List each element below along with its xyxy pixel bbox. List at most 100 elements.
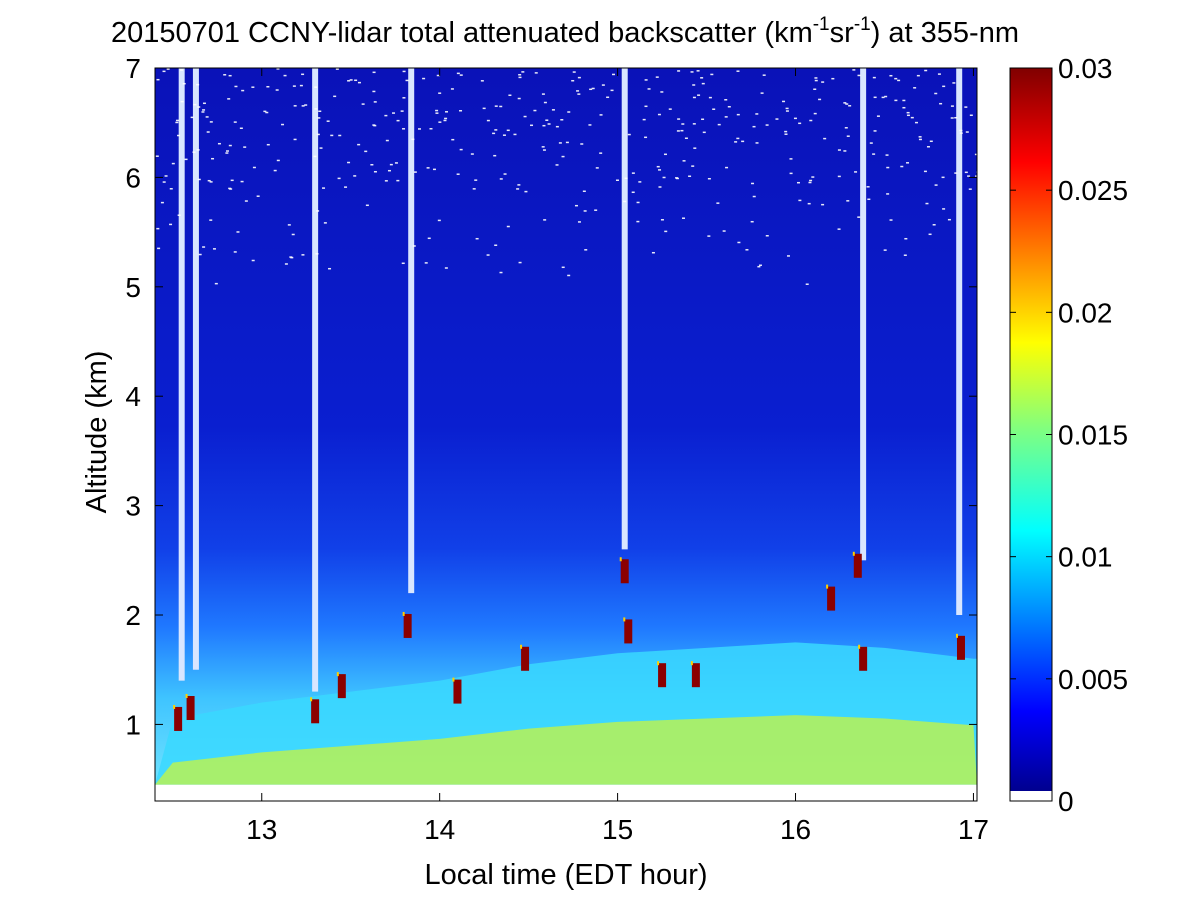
cloud-mark (827, 586, 836, 611)
noise-pixel (638, 181, 642, 183)
cloud-edge (336, 672, 339, 677)
noise-pixel (867, 198, 871, 201)
noise-pixel (664, 230, 668, 233)
noise-pixel (169, 188, 173, 190)
noise-pixel (164, 175, 168, 177)
noise-pixel (357, 143, 361, 146)
noise-pixel (914, 121, 918, 124)
colorbar-tick-label: 0.025 (1058, 175, 1128, 206)
noise-pixel (456, 72, 460, 75)
noise-pixel (239, 127, 243, 129)
noise-pixel (588, 124, 592, 126)
noise-pixel (545, 119, 549, 121)
noise-pixel (275, 89, 279, 91)
noise-pixel (657, 113, 661, 116)
noise-pixel (347, 161, 351, 164)
noise-pixel (486, 254, 490, 256)
noise-pixel (624, 177, 628, 180)
noise-pixel (209, 219, 213, 221)
noise-pixel (474, 179, 478, 181)
noise-pixel (809, 179, 813, 182)
noise-pixel (894, 99, 898, 102)
cloud-edge (520, 644, 523, 649)
noise-pixel (584, 249, 588, 251)
noise-pixel (240, 180, 244, 183)
noise-pixel (444, 267, 448, 269)
noise-pixel (301, 105, 305, 107)
y-tick-label: 4 (125, 381, 141, 412)
noise-pixel (197, 178, 201, 181)
noise-pixel (317, 117, 321, 119)
noise-pixel (389, 163, 393, 166)
noise-pixel (599, 114, 603, 116)
noise-pixel (571, 79, 575, 82)
noise-pixel (926, 146, 930, 148)
noise-pixel (301, 73, 305, 76)
noise-pixel (344, 186, 348, 188)
noise-pixel (821, 81, 825, 83)
noise-pixel (276, 159, 280, 162)
noise-pixel (202, 102, 206, 105)
noise-pixel (647, 88, 651, 90)
noise-pixel (211, 157, 215, 160)
noise-pixel (243, 146, 247, 148)
noise-pixel (952, 82, 956, 84)
noise-pixel (429, 128, 433, 130)
y-axis-ticks: 1 2 3 4 5 6 7 (125, 53, 977, 740)
noise-pixel (417, 128, 421, 130)
noise-pixel (807, 202, 811, 205)
noise-pixel (765, 235, 769, 237)
noise-pixel (702, 131, 706, 134)
colorbar-tick-label: 0.015 (1058, 420, 1128, 451)
colorbar-tick-label: 0.02 (1058, 297, 1113, 328)
noise-pixel (283, 74, 287, 77)
noise-pixel (472, 188, 476, 190)
noise-pixel (435, 112, 439, 114)
cloud-mark (186, 696, 195, 721)
noise-pixel (263, 110, 267, 113)
noise-pixel (872, 153, 876, 155)
noise-pixel (636, 201, 640, 204)
noise-pixel (330, 134, 334, 137)
noise-pixel (785, 110, 789, 112)
noise-pixel (939, 102, 943, 105)
noise-pixel (180, 69, 184, 71)
noise-pixel (845, 103, 849, 105)
noise-pixel (775, 118, 779, 120)
noise-pixel (572, 71, 576, 73)
noise-pixel (722, 230, 726, 232)
boundary-layer-core (155, 715, 977, 785)
noise-pixel (580, 143, 584, 145)
cloud-mark (337, 674, 346, 699)
noise-pixel (918, 138, 922, 141)
noise-pixel (266, 85, 270, 88)
noise-pixel (693, 147, 697, 149)
noise-pixel (534, 72, 538, 74)
noise-pixel (499, 178, 503, 180)
noise-pixel (482, 107, 486, 110)
noise-pixel (450, 88, 454, 90)
noise-pixel (233, 251, 237, 253)
noise-pixel (156, 78, 160, 81)
noise-pixel (475, 237, 479, 240)
x-tick-label: 13 (246, 814, 277, 845)
noise-pixel (750, 220, 754, 223)
cloud-mark (620, 559, 629, 584)
colorbar-zero-cap (1010, 791, 1052, 801)
noise-pixel (757, 265, 761, 268)
noise-pixel (436, 74, 440, 77)
noise-pixel (813, 88, 817, 90)
noise-pixel (244, 200, 248, 202)
noise-pixel (950, 105, 954, 107)
noise-pixel (906, 114, 910, 117)
noise-pixel (903, 254, 907, 256)
noise-pixel (492, 132, 496, 135)
noise-pixel (929, 140, 933, 143)
clear-gap-column (312, 68, 319, 692)
noise-pixel (230, 179, 234, 182)
noise-pixel (499, 271, 503, 274)
noise-pixel (405, 79, 409, 82)
noise-pixel (631, 191, 635, 194)
noise-pixel (499, 105, 503, 108)
noise-pixel (314, 86, 318, 88)
